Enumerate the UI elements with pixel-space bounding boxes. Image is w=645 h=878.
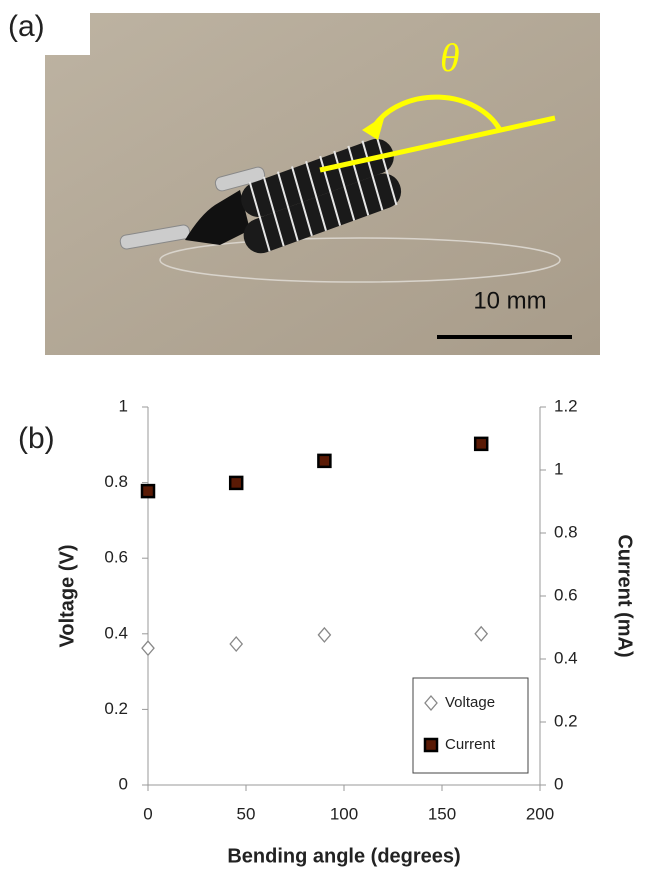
angle-label: θ bbox=[440, 35, 460, 80]
legend-marker bbox=[424, 695, 438, 711]
y-tick-label: 0 bbox=[119, 774, 128, 793]
y2-tick-label: 0.6 bbox=[554, 585, 578, 604]
y-tick-label: 0.4 bbox=[104, 623, 128, 642]
data-point bbox=[317, 453, 332, 469]
panel-label: (a) bbox=[8, 10, 45, 43]
y-tick-label: 0.8 bbox=[104, 472, 128, 491]
y-tick-label: 0.6 bbox=[104, 548, 128, 567]
y2-tick-label: 0.8 bbox=[554, 522, 578, 541]
data-point bbox=[229, 636, 244, 653]
scale-label: 10 mm bbox=[473, 287, 546, 314]
x-tick-label: 200 bbox=[526, 804, 554, 823]
data-point bbox=[228, 475, 244, 491]
data-point bbox=[317, 626, 332, 643]
y2-tick-label: 1.2 bbox=[554, 396, 578, 415]
data-point bbox=[474, 625, 489, 642]
y2-axis-title: Current (mA) bbox=[614, 534, 636, 657]
data-point bbox=[141, 640, 155, 657]
legend-label: Current bbox=[445, 736, 496, 753]
y-axis-title: Voltage (V) bbox=[56, 545, 78, 648]
y-tick-label: 1 bbox=[119, 396, 128, 415]
y-tick-label: 0.2 bbox=[104, 699, 128, 718]
x-tick-label: 0 bbox=[143, 804, 152, 823]
y2-tick-label: 0.4 bbox=[554, 648, 578, 667]
photo bbox=[0, 0, 600, 355]
y2-tick-label: 1 bbox=[554, 459, 563, 478]
data-point bbox=[473, 436, 489, 452]
data-point bbox=[140, 483, 156, 499]
legend-label: Voltage bbox=[445, 694, 495, 711]
x-tick-label: 150 bbox=[428, 804, 456, 823]
y2-tick-label: 0 bbox=[554, 774, 563, 793]
y2-tick-label: 0.2 bbox=[554, 711, 578, 730]
panel-label: (b) bbox=[18, 422, 55, 455]
x-axis-title: Bending angle (degrees) bbox=[227, 845, 460, 867]
legend-marker bbox=[423, 737, 439, 753]
x-tick-label: 100 bbox=[330, 804, 358, 823]
x-tick-label: 50 bbox=[237, 804, 256, 823]
legend-box bbox=[412, 677, 529, 774]
